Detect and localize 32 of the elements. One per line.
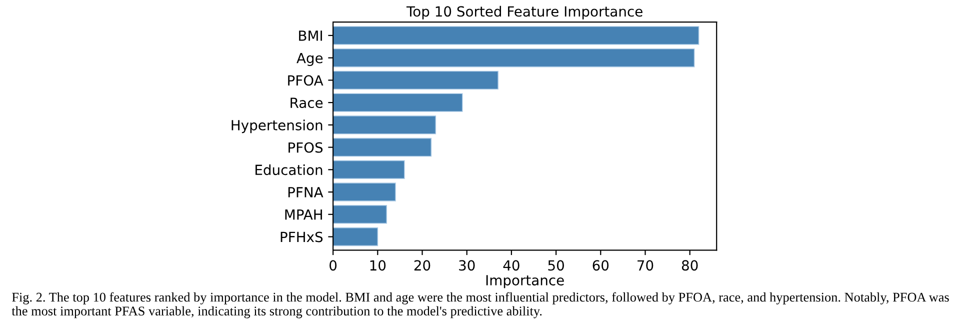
bar bbox=[333, 138, 432, 157]
x-tick-label: 0 bbox=[330, 260, 337, 271]
x-tick-label: 70 bbox=[638, 260, 654, 271]
bar bbox=[333, 182, 396, 202]
x-tick-label: 30 bbox=[459, 260, 475, 271]
y-tick-label: Race bbox=[290, 98, 323, 108]
y-tick-label: PFOS bbox=[288, 142, 323, 153]
y-tick-label: PFHxS bbox=[280, 232, 323, 242]
bar bbox=[333, 70, 498, 90]
x-tick-label: 40 bbox=[503, 260, 520, 271]
caption: Fig. 2. The top 10 features ranked by importance in the model. BMI and age were the most influential predictors, followed by PFOA, race, and hypertension. Notably, PFOA was the most important PFAS variable, indicating its strong contribution to the model's predictive ability. bbox=[12, 292, 949, 318]
y-tick-label: Age bbox=[296, 52, 323, 66]
chart-title: Top 10 Sorted Feature Importance bbox=[406, 6, 642, 20]
bar bbox=[333, 93, 463, 112]
bar bbox=[333, 48, 695, 68]
x-tick-label: 20 bbox=[414, 260, 430, 271]
y-tick-label: PFOA bbox=[288, 75, 324, 86]
bar bbox=[333, 227, 378, 246]
x-tick-label: 10 bbox=[370, 260, 386, 271]
x-axis-title: Importance bbox=[486, 275, 564, 288]
bar bbox=[333, 205, 387, 224]
bar bbox=[333, 26, 700, 45]
x-tick-label: 60 bbox=[592, 260, 609, 271]
y-tick-label: Hypertension bbox=[232, 120, 322, 134]
x-tick-label: 80 bbox=[682, 260, 698, 271]
y-tick-label: PFNA bbox=[288, 187, 324, 198]
x-tick-label: 50 bbox=[548, 260, 564, 271]
y-tick-label: BMI bbox=[299, 30, 322, 41]
y-tick-label: MPAH bbox=[285, 210, 322, 220]
bar bbox=[333, 116, 436, 134]
bar bbox=[333, 160, 405, 180]
y-tick-label: Education bbox=[256, 164, 322, 176]
